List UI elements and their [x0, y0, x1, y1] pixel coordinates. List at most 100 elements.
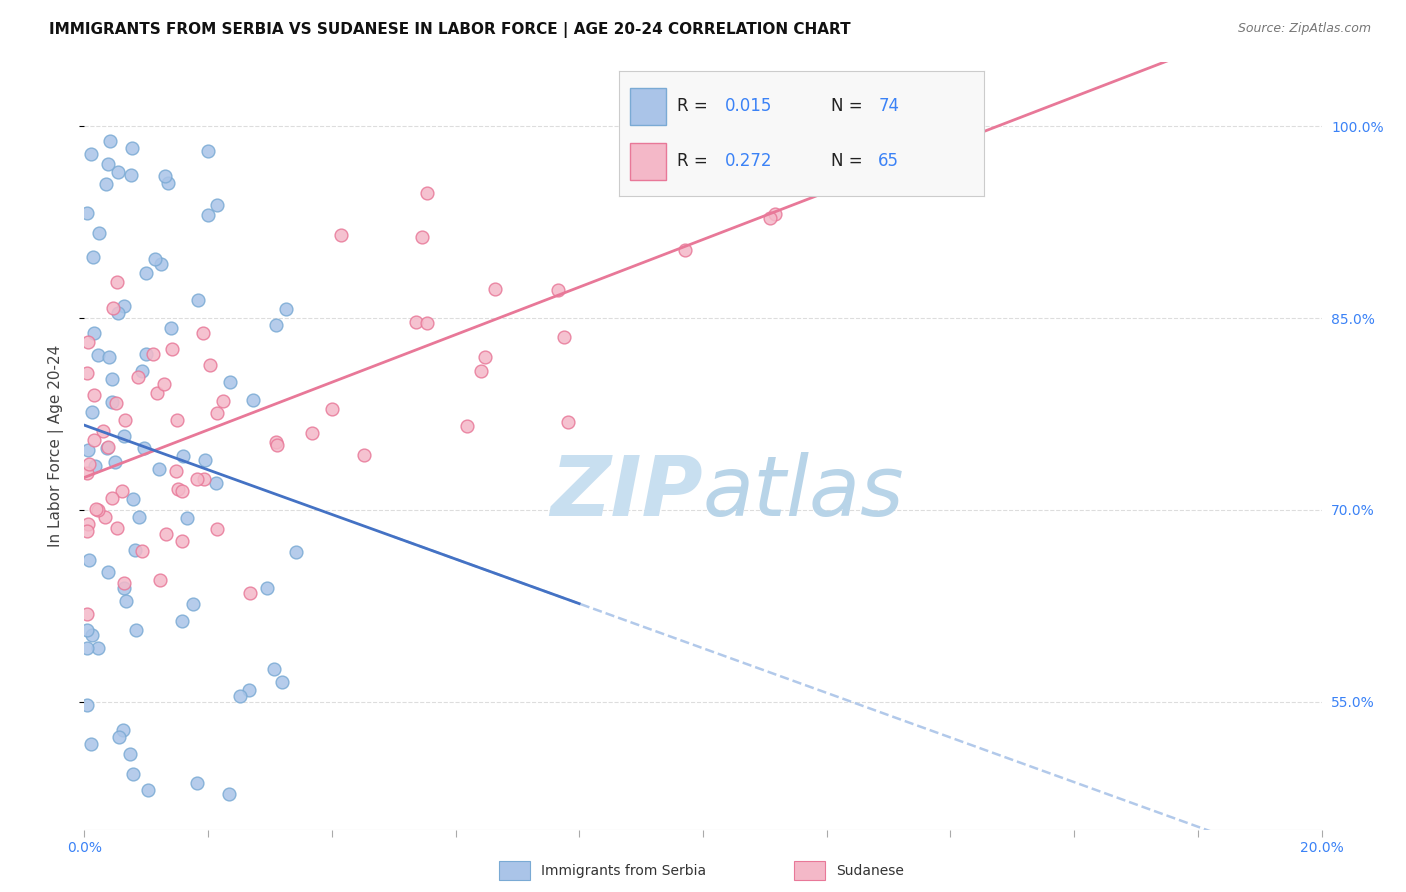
Point [187, 293, 209, 307]
Point [264, 318, 287, 332]
Text: R =: R = [678, 153, 713, 170]
Point [136, 782, 159, 797]
Point [77, 553, 100, 567]
Point [148, 461, 170, 475]
Text: 0.015: 0.015 [724, 97, 772, 115]
Point [416, 186, 439, 200]
Point [80, 405, 103, 419]
Point [218, 787, 240, 801]
Point [146, 385, 169, 400]
Point [204, 476, 226, 491]
Point [149, 257, 172, 271]
Point [229, 690, 252, 704]
Point [193, 472, 215, 486]
Point [101, 372, 124, 386]
Point [763, 207, 786, 221]
Point [197, 145, 219, 159]
Point [547, 283, 569, 297]
Point [405, 315, 427, 329]
Point [172, 533, 194, 548]
Point [84, 458, 107, 473]
Point [77, 457, 100, 471]
Point [274, 301, 297, 316]
Point [128, 510, 150, 524]
Text: 65: 65 [879, 153, 900, 170]
Point [181, 597, 204, 611]
Point [104, 455, 127, 469]
Point [121, 141, 143, 155]
Point [329, 228, 352, 243]
Point [101, 395, 124, 409]
Point [120, 747, 142, 761]
Point [107, 521, 129, 535]
Point [76, 640, 98, 655]
Point [353, 448, 375, 462]
Point [107, 306, 129, 320]
Point [411, 230, 433, 244]
Point [84, 501, 107, 516]
Point [162, 342, 184, 356]
Point [107, 165, 129, 179]
Point [76, 466, 98, 480]
Point [484, 282, 506, 296]
Point [135, 347, 157, 361]
Text: ZIP: ZIP [550, 451, 703, 533]
Point [112, 581, 135, 595]
Point [207, 406, 229, 420]
Point [759, 211, 782, 225]
Point [93, 510, 115, 524]
Text: atlas: atlas [703, 451, 904, 533]
Point [191, 326, 214, 341]
Point [256, 581, 278, 595]
Point [271, 674, 294, 689]
Point [97, 157, 120, 171]
Point [301, 426, 323, 441]
Point [105, 276, 128, 290]
Point [121, 491, 143, 506]
Point [157, 176, 180, 190]
Point [77, 442, 100, 457]
Point [91, 424, 114, 438]
Point [242, 392, 264, 407]
Point [83, 326, 105, 340]
Point [80, 147, 103, 161]
Point [77, 335, 100, 350]
Point [135, 266, 157, 280]
Point [160, 321, 183, 335]
Point [131, 544, 153, 558]
Text: 0.272: 0.272 [724, 153, 772, 170]
Point [218, 375, 240, 389]
Point [754, 136, 776, 150]
Point [198, 358, 221, 372]
Text: N =: N = [831, 153, 868, 170]
Point [172, 449, 194, 463]
Point [416, 316, 439, 330]
Text: Source: ZipAtlas.com: Source: ZipAtlas.com [1237, 22, 1371, 36]
Point [76, 517, 98, 532]
Point [167, 482, 190, 496]
Point [673, 243, 696, 257]
Point [285, 545, 308, 559]
Point [96, 441, 118, 455]
Point [76, 623, 98, 637]
Point [165, 464, 187, 478]
Point [105, 396, 128, 410]
Point [264, 434, 287, 449]
Point [557, 416, 579, 430]
Point [76, 205, 98, 219]
Point [76, 366, 98, 380]
Point [172, 615, 194, 629]
Point [211, 394, 233, 409]
Point [172, 484, 194, 499]
Point [266, 438, 288, 452]
Point [124, 623, 146, 637]
Point [155, 169, 177, 184]
Point [238, 682, 260, 697]
Point [114, 413, 136, 427]
Point [263, 662, 285, 676]
Point [83, 434, 105, 448]
Point [239, 586, 262, 600]
Bar [630, 87, 666, 125]
Point [205, 198, 228, 212]
Point [186, 776, 208, 790]
